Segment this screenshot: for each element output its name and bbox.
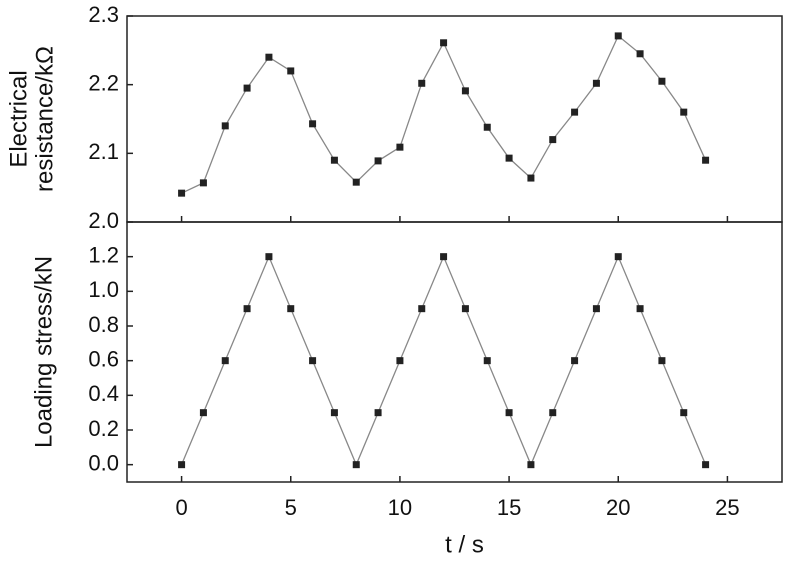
- data-point: [418, 79, 426, 87]
- data-point: [330, 409, 338, 417]
- data-point: [549, 409, 557, 417]
- y-tick-label: 2.2: [88, 70, 119, 95]
- data-point: [614, 253, 622, 261]
- y-tick-label: 0.2: [88, 416, 119, 441]
- data-point: [549, 136, 557, 144]
- data-point: [483, 357, 491, 365]
- y-tick-label: 0.8: [88, 312, 119, 337]
- data-point: [461, 87, 469, 95]
- data-point: [265, 253, 273, 261]
- y-tick-label: 0.6: [88, 346, 119, 371]
- data-point: [571, 108, 579, 116]
- data-point: [418, 305, 426, 313]
- data-point: [680, 108, 688, 116]
- data-point: [287, 67, 295, 75]
- data-point: [199, 179, 207, 187]
- data-point: [680, 409, 688, 417]
- data-point: [221, 122, 229, 130]
- data-point: [352, 461, 360, 469]
- data-line: [181, 34, 707, 194]
- data-point: [309, 120, 317, 128]
- y-axis-label: Loading stress/kN: [30, 256, 57, 448]
- plot-frame: [126, 221, 783, 483]
- data-line: [180, 254, 707, 467]
- data-point: [221, 357, 229, 365]
- data-point: [352, 178, 360, 186]
- data-point: [527, 461, 535, 469]
- x-axis-label: t / s: [445, 531, 484, 558]
- data-point: [243, 305, 251, 313]
- data-point: [636, 50, 644, 58]
- plot-frame: [126, 15, 783, 223]
- y-axis-label: Electrical: [5, 70, 32, 167]
- y-tick-label: 2.3: [88, 2, 119, 27]
- data-point: [461, 305, 469, 313]
- y-tick-label: 2.1: [88, 139, 119, 164]
- data-point: [658, 77, 666, 85]
- data-point: [265, 53, 273, 61]
- data-point: [483, 123, 491, 131]
- x-tick-label: 5: [285, 495, 297, 520]
- y-tick-label: 0.0: [88, 450, 119, 475]
- data-point: [440, 253, 448, 261]
- data-point: [199, 409, 207, 417]
- x-tick-label: 25: [715, 495, 739, 520]
- data-point: [374, 157, 382, 165]
- y-tick-label: 1.0: [88, 277, 119, 302]
- data-point: [702, 461, 710, 469]
- data-point: [505, 154, 513, 162]
- data-point: [440, 39, 448, 47]
- data-point: [571, 357, 579, 365]
- data-point: [592, 305, 600, 313]
- data-point: [636, 305, 644, 313]
- y-tick-label: 0.4: [88, 381, 119, 406]
- data-point: [396, 357, 404, 365]
- y-axis-label: resistance/kΩ: [31, 46, 58, 192]
- data-point: [178, 189, 186, 197]
- data-point: [592, 79, 600, 87]
- data-point: [178, 461, 186, 469]
- data-point: [658, 357, 666, 365]
- y-tick-label: 1.2: [88, 242, 119, 267]
- data-point: [702, 156, 710, 164]
- data-point: [396, 143, 404, 151]
- data-point: [309, 357, 317, 365]
- data-point: [374, 409, 382, 417]
- x-tick-label: 15: [497, 495, 521, 520]
- data-point: [614, 32, 622, 40]
- y-tick-label: 2.0: [88, 208, 119, 233]
- x-tick-label: 20: [606, 495, 630, 520]
- x-tick-label: 10: [388, 495, 412, 520]
- data-point: [330, 156, 338, 164]
- data-point: [505, 409, 513, 417]
- data-point: [287, 305, 295, 313]
- x-tick-label: 0: [175, 495, 187, 520]
- data-point: [243, 84, 251, 92]
- data-point: [527, 174, 535, 182]
